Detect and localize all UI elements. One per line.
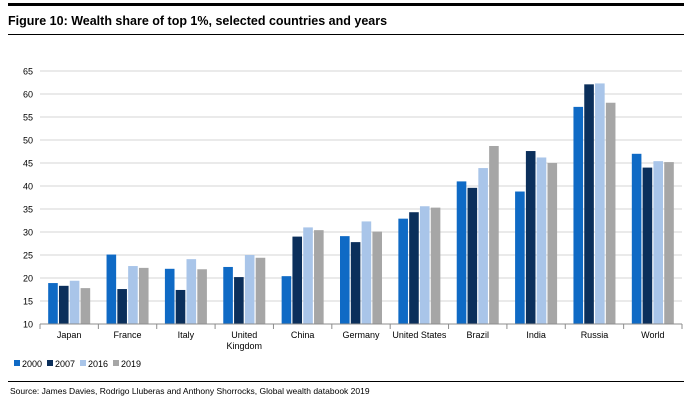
figure-title: Figure 10: Wealth share of top 1%, selec… [8, 14, 388, 28]
bar-2019 [80, 288, 91, 324]
bar-2016 [244, 255, 255, 324]
bar-2019 [430, 207, 441, 324]
legend-swatch-2019 [113, 360, 119, 366]
x-tick-label: Italy [178, 330, 195, 340]
top-rule [8, 3, 684, 6]
bar-2000 [573, 106, 584, 324]
bar-2019 [314, 230, 324, 324]
bar-2007 [467, 187, 478, 324]
bar-2016 [419, 206, 430, 324]
x-tick-label: Germany [342, 330, 380, 340]
y-tick-label: 30 [23, 228, 33, 238]
x-tick-label: France [114, 330, 142, 340]
bar-2000 [223, 266, 233, 324]
bar-2007 [175, 289, 186, 324]
bar-2019 [664, 162, 674, 324]
bar-2019 [138, 267, 149, 324]
x-tick-label: Japan [57, 330, 82, 340]
x-tick-label: Brazil [466, 330, 489, 340]
bar-2016 [69, 280, 80, 324]
legend-swatch-2016 [80, 360, 86, 366]
x-axis: Japan France Italy United Kingdom China German… [39, 323, 683, 351]
bar-2019 [547, 163, 558, 324]
bar-2000 [398, 218, 408, 324]
legend-swatch-2007 [47, 360, 53, 366]
bar-2000 [515, 191, 525, 324]
bar-2016 [128, 266, 138, 324]
y-tick-label: 35 [23, 205, 33, 215]
bar-2016 [653, 161, 664, 324]
y-tick-label: 40 [23, 182, 33, 192]
bar-2000 [631, 153, 642, 324]
bar-2000 [106, 254, 117, 324]
legend-label-2000: 2000 [22, 359, 42, 369]
bar-2007 [117, 289, 127, 324]
bar-2000 [281, 276, 292, 324]
bar-2016 [595, 83, 605, 324]
bar-2000 [340, 236, 350, 324]
legend-label-2007: 2007 [55, 359, 75, 369]
bar-2019 [372, 231, 382, 324]
wealth-share-chart: 10 15 20 25 30 35 40 45 50 55 60 65 Japan France Ital… [14, 67, 683, 369]
bars [48, 83, 674, 325]
source-note: Source: James Davies, Rodrigo Lluberas a… [10, 386, 370, 396]
bar-2007 [58, 285, 69, 324]
y-tick-label: 10 [23, 320, 33, 330]
bar-2019 [605, 102, 616, 325]
y-tick-label: 45 [23, 159, 33, 169]
bar-2016 [361, 221, 372, 324]
bar-2007 [350, 242, 361, 324]
bar-2016 [186, 259, 197, 324]
bar-2019 [255, 257, 266, 324]
bar-2000 [48, 283, 58, 324]
bar-2019 [489, 145, 499, 324]
x-tick-label: United States [392, 330, 447, 340]
legend: 2000 2007 2016 2019 [14, 359, 141, 369]
legend-swatch-2000 [14, 360, 20, 366]
bar-2007 [584, 84, 594, 324]
y-tick-label: 65 [23, 67, 33, 77]
bar-2007 [292, 236, 303, 324]
x-tick-label: China [291, 330, 315, 340]
x-tick-label: United Kingdom [227, 330, 263, 351]
bar-2000 [164, 268, 175, 324]
bar-2007 [409, 212, 419, 324]
bar-2016 [478, 168, 488, 324]
y-tick-label: 15 [23, 297, 33, 307]
bar-2007 [234, 277, 244, 324]
y-tick-label: 25 [23, 251, 33, 261]
bar-2016 [303, 227, 313, 324]
x-tick-label: World [641, 330, 664, 340]
y-tick-label: 60 [23, 90, 33, 100]
title-rule [8, 34, 684, 35]
bar-2007 [525, 151, 536, 324]
bar-2007 [642, 167, 653, 324]
y-tick-label: 50 [23, 136, 33, 146]
y-tick-label: 55 [23, 113, 33, 123]
x-tick-label: India [526, 330, 546, 340]
bar-2000 [456, 181, 467, 324]
legend-label-2019: 2019 [121, 359, 141, 369]
bottom-rule [8, 381, 684, 382]
x-tick-label: Russia [581, 330, 609, 340]
bar-2019 [197, 269, 207, 324]
y-axis: 10 15 20 25 30 35 40 45 50 55 60 65 [23, 67, 33, 330]
y-tick-label: 20 [23, 274, 33, 284]
legend-label-2016: 2016 [88, 359, 108, 369]
bar-2016 [536, 157, 547, 324]
